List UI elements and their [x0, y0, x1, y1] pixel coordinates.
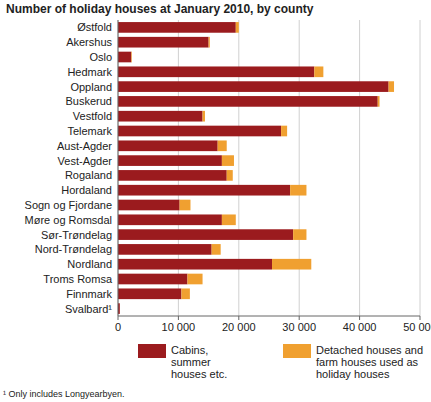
axis-line — [118, 20, 119, 316]
grid-line — [359, 20, 360, 316]
bar-segment — [222, 214, 236, 225]
category-label: Oppland — [70, 81, 112, 93]
bar-segment — [118, 126, 281, 137]
legend-label: Detached houses andfarm houses used asho… — [316, 344, 423, 380]
bar-segment — [131, 52, 133, 63]
bar-segment — [212, 244, 221, 255]
bar-segment — [119, 303, 120, 314]
grid-line — [178, 20, 179, 316]
legend-line: holiday houses — [316, 368, 390, 380]
bar-segment — [293, 229, 306, 240]
bar-segment — [118, 37, 209, 48]
bar-segment — [227, 170, 233, 181]
bar-segment — [118, 244, 212, 255]
category-label: Nord-Trøndelag — [35, 243, 112, 255]
bar-segment — [187, 274, 202, 285]
title: Number of holiday houses at January 2010… — [6, 2, 314, 16]
chart: Number of holiday houses at January 2010… — [0, 0, 431, 402]
bar-segment — [118, 214, 222, 225]
bar-segment — [118, 229, 293, 240]
bar-segment — [203, 111, 205, 122]
legend-line: Cabins, — [171, 344, 208, 356]
legend-line: summer — [171, 356, 211, 368]
bar-segment — [290, 185, 306, 196]
bar-segment — [118, 155, 222, 166]
category-label: Vestfold — [73, 110, 112, 122]
bar-segment — [118, 288, 181, 299]
bar-segment — [281, 126, 287, 137]
bar-segment — [118, 185, 290, 196]
category-label: Akershus — [66, 36, 112, 48]
category-label: Aust-Agder — [57, 140, 112, 152]
bar-segment — [378, 96, 380, 107]
legend-line: houses etc. — [171, 368, 227, 380]
tick-label: 0 — [115, 321, 121, 333]
category-label: Hordaland — [61, 184, 112, 196]
bar-segment — [222, 155, 234, 166]
legend-line: farm houses used as — [316, 356, 419, 368]
category-label: Telemark — [67, 125, 112, 137]
category-label: Vest-Agder — [58, 155, 113, 167]
legend-swatch — [283, 344, 311, 358]
bar-segment — [218, 140, 227, 151]
legend-line: Detached houses and — [316, 344, 423, 356]
footnote: ¹ Only includes Longyearbyen. — [3, 389, 125, 399]
bar-segment — [118, 200, 180, 211]
bar-segment — [118, 170, 227, 181]
bar-segment — [236, 22, 239, 33]
tick-mark — [420, 316, 421, 320]
grid-line — [420, 20, 421, 316]
tick-mark — [178, 316, 179, 320]
axis-line — [118, 316, 420, 317]
bar-segment — [118, 96, 378, 107]
tick-mark — [118, 316, 119, 320]
tick-label: 20 000 — [222, 321, 256, 333]
legend-label: Cabins,summerhouses etc. — [171, 344, 227, 380]
grid-line — [299, 20, 300, 316]
bar-segment — [118, 140, 218, 151]
category-label: Hedmark — [67, 66, 112, 78]
grid-line — [238, 20, 239, 316]
tick-mark — [299, 316, 300, 320]
category-label: Østfold — [77, 21, 112, 33]
bar-segment — [272, 259, 311, 270]
tick-mark — [238, 316, 239, 320]
category-label: Møre og Romsdal — [25, 214, 112, 226]
category-label: Rogaland — [65, 169, 112, 181]
category-label: Svalbard¹ — [65, 303, 112, 315]
bar-segment — [118, 111, 203, 122]
bar-segment — [181, 288, 189, 299]
category-label: Oslo — [89, 51, 112, 63]
bar-segment — [118, 22, 236, 33]
tick-label: 10 000 — [162, 321, 196, 333]
category-label: Buskerud — [66, 95, 112, 107]
tick-mark — [359, 316, 360, 320]
category-label: Finnmark — [66, 288, 112, 300]
category-label: Troms Romsa — [43, 273, 113, 285]
tick-label: 50 000 — [403, 321, 431, 333]
bar-segment — [118, 52, 131, 63]
bar-segment — [118, 274, 187, 285]
category-label: Sogn og Fjordane — [25, 199, 112, 211]
bar-segment — [180, 200, 191, 211]
tick-label: 40 000 — [343, 321, 377, 333]
category-label: Nordland — [67, 258, 112, 270]
bar-segment — [118, 81, 389, 92]
tick-label: 30 000 — [282, 321, 316, 333]
bar-segment — [118, 66, 314, 77]
bar-segment — [389, 81, 394, 92]
bar-segment — [118, 259, 272, 270]
bar-segment — [314, 66, 323, 77]
grid-line — [118, 20, 119, 316]
bar-segment — [209, 37, 210, 48]
category-label: Sør-Trøndelag — [41, 229, 112, 241]
bars — [118, 22, 394, 314]
legend-swatch — [138, 344, 166, 358]
